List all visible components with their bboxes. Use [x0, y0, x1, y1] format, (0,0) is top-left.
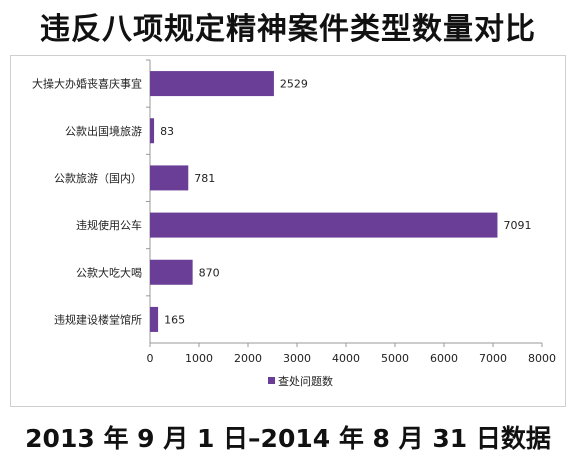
data-label: 7091: [503, 219, 531, 232]
x-tick-label: 7000: [479, 352, 507, 365]
x-tick-label: 6000: [430, 352, 458, 365]
bar: [150, 71, 274, 97]
x-tick-label: 0: [147, 352, 154, 365]
date-range-caption: 2013 年 9 月 1 日–2014 年 8 月 31 日数据: [25, 424, 551, 453]
legend-label: 查处问题数: [278, 374, 333, 388]
category-label: 公款大吃大喝: [76, 265, 142, 279]
category-label: 违规使用公车: [76, 218, 142, 232]
data-label: 83: [160, 125, 174, 138]
x-tick-label: 1000: [185, 352, 213, 365]
legend-swatch: [268, 377, 275, 384]
x-tick-label: 2000: [234, 352, 262, 365]
category-label: 大操大办婚丧喜庆事宜: [32, 77, 142, 91]
bar-chart: 0 1000 2000 3000 4000 5000 6000 7000 8000 大操大办婚丧喜…: [32, 59, 556, 388]
chart-title: 违反八项规定精神案件类型数量对比: [40, 12, 536, 47]
category-label: 违规建设楼堂馆所: [54, 312, 142, 326]
data-label: 165: [164, 313, 185, 326]
bar: [150, 306, 159, 332]
chart-area: 0 1000 2000 3000 4000 5000 6000 7000 8000 大操大办婚丧喜…: [10, 55, 566, 407]
x-tick-label: 8000: [528, 352, 556, 365]
category-label: 公款旅游（国内）: [54, 171, 142, 185]
bar: [150, 259, 193, 285]
bar: [150, 212, 498, 238]
x-tick-label: 3000: [283, 352, 311, 365]
x-tick-label: 4000: [332, 352, 360, 365]
data-label: 870: [199, 266, 220, 279]
data-label: 2529: [280, 78, 308, 91]
bar: [150, 118, 155, 144]
category-label: 公款出国境旅游: [65, 124, 142, 138]
bar: [150, 165, 189, 191]
data-label: 781: [194, 172, 215, 185]
x-tick-label: 5000: [381, 352, 409, 365]
